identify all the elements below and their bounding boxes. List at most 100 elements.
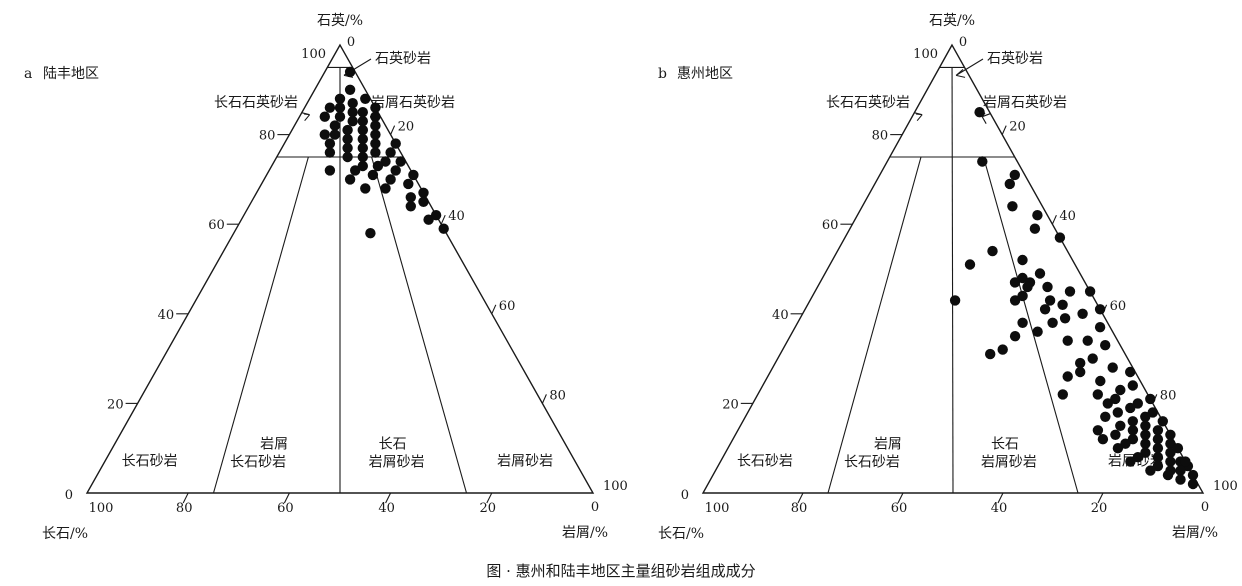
lithic-apex-label: 岩屑/% [562, 525, 608, 541]
data-point [1100, 340, 1111, 351]
data-point [390, 165, 401, 176]
bottom-axis-tick [797, 492, 804, 504]
data-point [1062, 371, 1073, 382]
right-axis-tick-label: 20 [1009, 120, 1026, 135]
field-label-quartz-sandstone: 石英砂岩 [375, 50, 431, 67]
data-point [1112, 443, 1124, 454]
data-point [1175, 474, 1186, 485]
quartz-apex-label: 石英/% [317, 12, 363, 29]
data-point [1107, 362, 1118, 373]
data-point [1022, 281, 1033, 293]
quartz-apex-label: 石英/% [929, 12, 975, 29]
data-point [418, 187, 429, 198]
field-label-lithic-arkose-line1: 岩屑 [874, 437, 902, 453]
data-point [380, 156, 391, 167]
field-label-feldspathic-litharenite-line1: 长石 [379, 437, 407, 453]
bottom-axis-tick [486, 492, 493, 504]
left-axis-tick-label: 100 [301, 47, 326, 62]
data-point [1039, 304, 1051, 315]
field-label-arkose: 长石砂岩 [737, 454, 793, 470]
data-point [430, 210, 442, 221]
data-point [1032, 210, 1043, 221]
feldspar-apex-label: 长石/% [42, 526, 88, 542]
data-point [1125, 456, 1136, 467]
feldspathic-quartz-sandstone-arrow [301, 112, 311, 122]
data-point [1125, 366, 1136, 378]
data-point [1165, 456, 1176, 467]
left-axis-tick-label: 80 [872, 129, 889, 144]
data-point [1125, 402, 1136, 414]
data-point [357, 160, 368, 172]
data-point [1017, 317, 1028, 328]
right-axis-tick-label: 80 [1160, 388, 1177, 403]
data-point [1087, 353, 1098, 364]
data-point [1110, 393, 1121, 405]
data-point [395, 156, 406, 167]
field-label-feldspathic-litharenite-line2: 岩屑砂岩 [981, 455, 1037, 471]
data-point [1165, 438, 1176, 449]
data-point [319, 111, 330, 122]
data-point [1140, 438, 1151, 449]
data-point [357, 133, 368, 145]
data-point [372, 160, 384, 172]
feldspar-apex-label: 长石/% [658, 526, 704, 542]
bottom-axis-tick-label: 0 [591, 500, 599, 515]
left-axis-tick-label: 0 [681, 488, 689, 503]
data-point [1132, 452, 1144, 463]
data-point [385, 174, 396, 185]
data-point [949, 295, 961, 306]
fl-3-1-line [827, 156, 922, 494]
right-axis-tick [541, 394, 547, 404]
data-point [1100, 411, 1111, 422]
right-axis-tick-label: 80 [549, 388, 566, 403]
data-point [347, 98, 358, 109]
bottom-axis-tick [385, 492, 392, 504]
data-point [1094, 322, 1106, 333]
bottom-axis-tick-label: 80 [791, 501, 808, 516]
data-point [1059, 313, 1071, 324]
feldspathic-quartz-sandstone-arrow [914, 112, 923, 122]
left-axis-tick-label: 40 [158, 308, 175, 323]
bottom-axis-tick-label: 60 [891, 501, 908, 516]
lithic-apex-label: 岩屑/% [1172, 525, 1218, 541]
data-point [1017, 272, 1028, 284]
panel-title: 陆丰地区 [43, 66, 99, 82]
data-point [370, 120, 381, 131]
data-point [370, 111, 381, 122]
left-axis-tick-label: 20 [107, 397, 124, 412]
left-axis-tick-label: 100 [913, 47, 938, 62]
data-point [1127, 434, 1139, 445]
data-point [1112, 407, 1124, 418]
data-point [1095, 375, 1106, 387]
right-axis-tick-label: 100 [1213, 479, 1238, 494]
bottom-axis-tick [283, 492, 290, 504]
figure-caption: 图 · 惠州和陆丰地区主量组砂岩组成成分 [486, 562, 755, 580]
fl-1-3-line [982, 156, 1079, 494]
data-point [1115, 420, 1126, 431]
data-point [1157, 416, 1169, 427]
data-point [418, 196, 429, 207]
data-point [342, 133, 353, 145]
data-point [1110, 429, 1121, 440]
fl-1-1-line [951, 67, 954, 494]
bottom-axis-tick-label: 100 [89, 501, 114, 516]
data-point [1132, 398, 1144, 409]
data-point [1165, 447, 1176, 458]
data-point [964, 259, 976, 270]
data-point [357, 151, 368, 163]
bottom-axis-tick [997, 492, 1004, 504]
data-point [997, 344, 1008, 355]
data-point [1017, 254, 1028, 266]
data-point [1127, 425, 1139, 436]
field-label-feldspathic-quartz-sandstone: 长石石英砂岩 [214, 94, 298, 111]
data-point [342, 151, 353, 163]
data-point [438, 223, 449, 234]
left-axis-tick-label: 60 [822, 218, 839, 233]
data-point [329, 129, 341, 140]
panel-letter: a [24, 66, 32, 82]
data-point [423, 214, 434, 225]
data-point [360, 93, 371, 105]
data-point [403, 178, 414, 190]
data-point [390, 138, 401, 149]
apex-zero-label: 0 [959, 35, 967, 50]
